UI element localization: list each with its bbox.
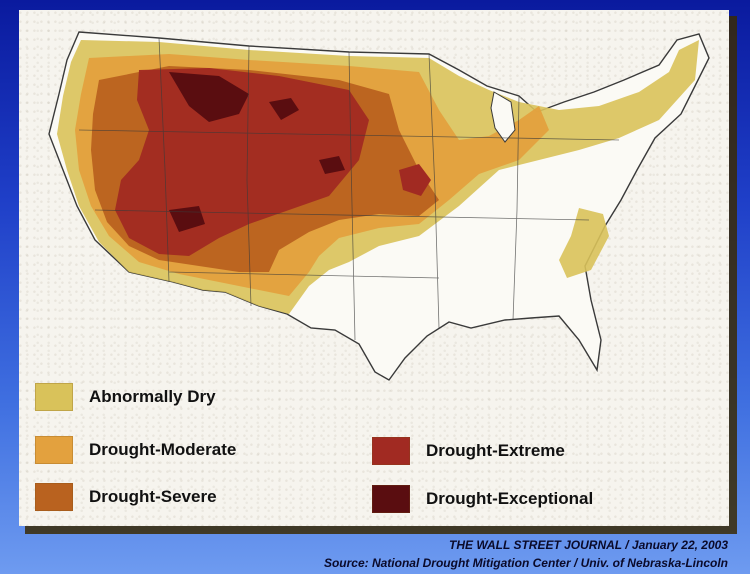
legend-item-drought-extreme: Drought-Extreme [372,437,565,465]
legend-label-drought-extreme: Drought-Extreme [426,441,565,460]
legend-item-drought-severe: Drought-Severe [35,483,217,511]
legend-label-drought-severe: Drought-Severe [89,487,217,506]
legend-label-abnormally-dry: Abnormally Dry [89,387,216,406]
drought-moderate-swatch [35,436,73,464]
drought-exceptional-region-4 [319,156,345,174]
drought-layers [57,40,699,314]
legend-label-drought-moderate: Drought-Moderate [89,440,237,459]
state-boundaries [78,37,620,341]
legend-item-abnormally-dry: Abnormally Dry [35,383,216,411]
legend-item-drought-exceptional: Drought-Exceptional [372,485,593,513]
great-lakes-michigan [490,91,516,143]
us-drought-map [48,31,710,381]
drought-map-card: Abnormally Dry Drought-Moderate Drought-… [19,10,729,526]
abnormally-dry-region-southeast [559,208,609,278]
drought-extreme-region-iowa [399,164,431,196]
drought-extreme-swatch [372,437,410,465]
drought-exceptional-region-2 [269,98,299,120]
legend-item-drought-moderate: Drought-Moderate [35,436,236,464]
source-text: Source: National Drought Mitigation Cent… [323,556,728,570]
abnormally-dry-swatch [35,383,73,411]
drought-exceptional-region-3 [169,206,205,232]
drought-severe-swatch [35,483,73,511]
drought-exceptional-region [169,72,249,122]
drought-exceptional-swatch [372,485,410,513]
citation-text: THE WALL STREET JOURNAL / January 22, 20… [449,538,728,552]
legend-label-drought-exceptional: Drought-Exceptional [426,489,594,508]
